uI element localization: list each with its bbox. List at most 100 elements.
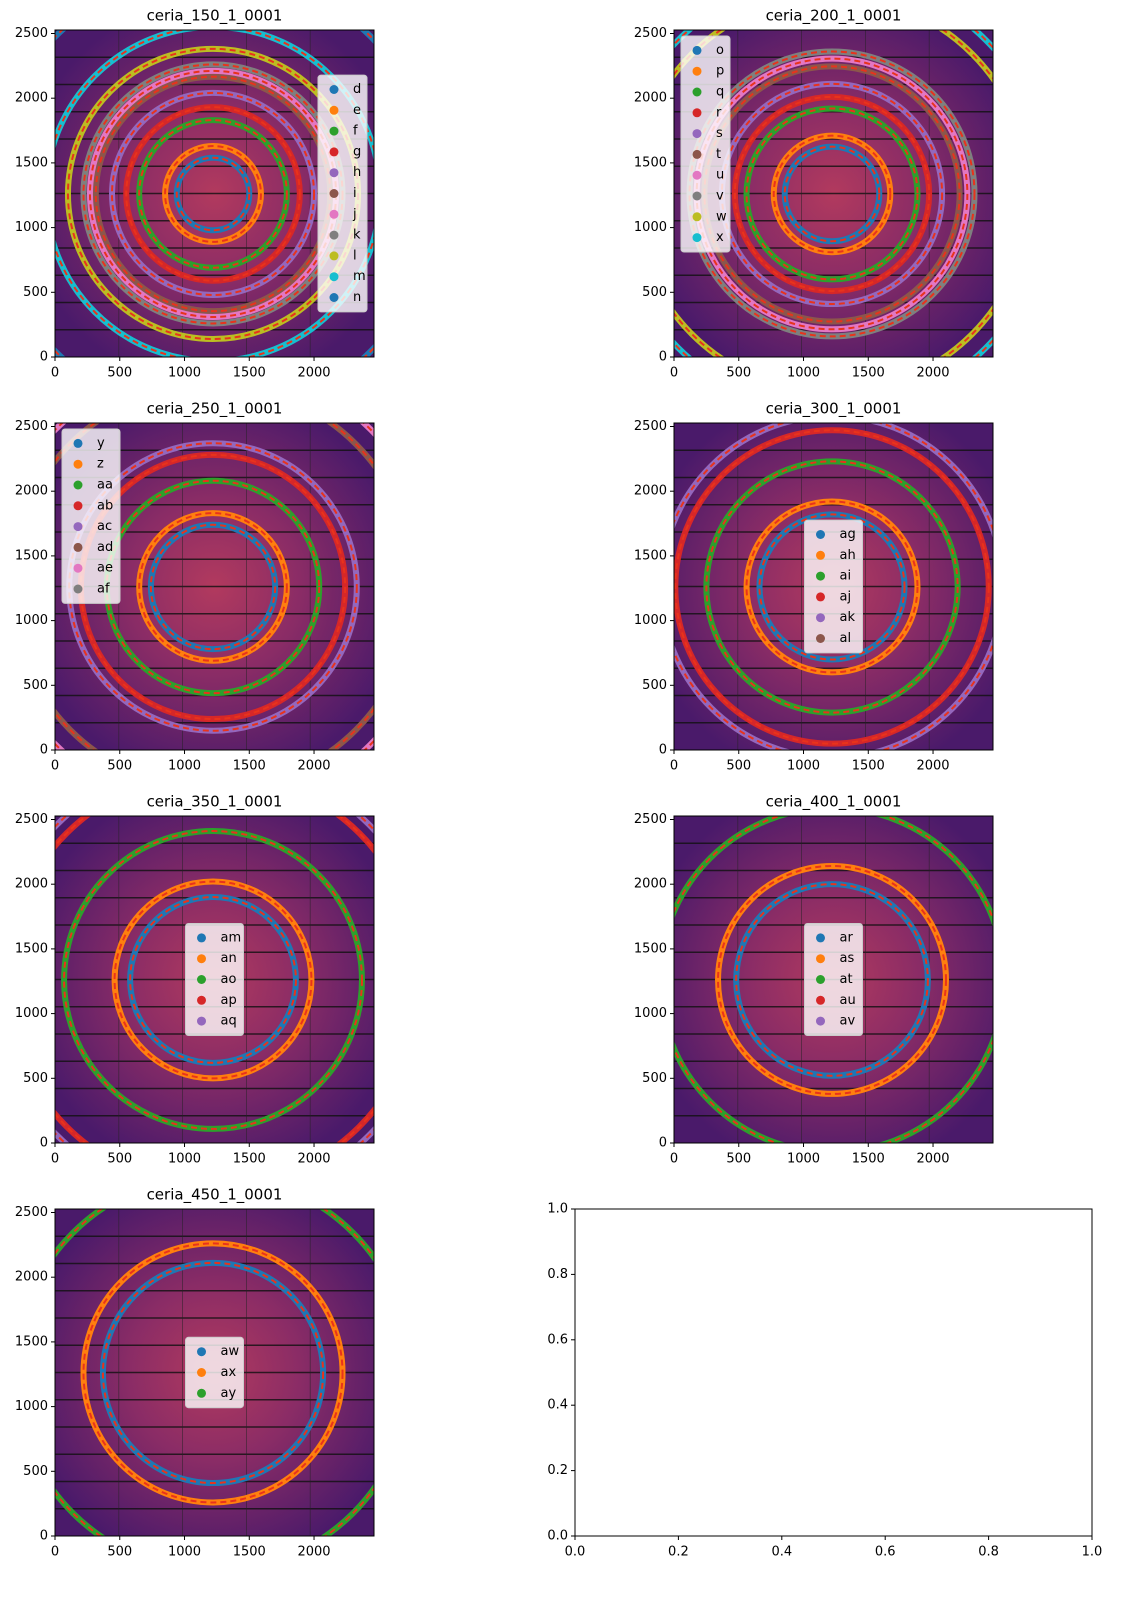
legend-marker [73,522,83,532]
x-tick-label: 2000 [916,759,949,774]
subplot: 0 500 1000 1500 2000 0 500 1000 1500 2000 2500 ceri… [634,793,994,1167]
ring-fit [149,523,277,651]
axes-frame [673,815,994,1144]
legend-marker [329,230,339,240]
legend-label: h [353,165,361,180]
legend-label: d [353,82,361,97]
legend-marker [329,209,339,219]
x-tick-label: 1500 [852,366,885,381]
subplot: 0 500 1000 1500 2000 0 500 1000 1500 2000 2500 ceri… [15,793,375,1167]
legend-label: am [221,930,242,945]
y-tick-label: 0.6 [547,1332,568,1347]
legend-marker [197,1368,206,1377]
ring-fit [63,830,363,1130]
legend-label: au [840,993,856,1008]
y-tick-label: 1000 [15,220,48,235]
axes-frame [673,422,994,751]
legend-label: ae [97,561,113,576]
legend-marker [816,613,825,623]
axes-frame [574,1208,1093,1537]
y-tick-label: 2000 [15,91,48,106]
y-tick-label: 1000 [15,613,48,628]
legend-label: aj [840,589,852,604]
x-tick-label: 500 [107,1545,132,1560]
subplot-title: ceria_450_1_0001 [147,1186,283,1205]
legend-marker [329,126,339,136]
legend-label: ad [97,540,113,555]
legend-label: i [353,186,357,201]
legend-label: ag [840,527,856,542]
legend-marker [816,1016,825,1026]
legend-marker [197,995,206,1005]
legend-marker [329,147,339,157]
legend-label: an [221,951,237,966]
legend-marker [816,954,825,964]
y-tick-label: 2500 [15,26,48,41]
y-tick-label: 0.4 [547,1398,568,1413]
ring-fit [101,1261,325,1485]
axes-frame [673,29,994,358]
y-tick-label: 1500 [634,155,667,170]
legend-marker [329,168,339,178]
legend-marker [816,634,825,643]
legend-label: j [352,207,357,222]
legend: yz aa ab ac ad ae af [61,428,121,604]
legend-marker [329,105,339,115]
subplot-title: ceria_400_1_0001 [766,793,902,812]
legend-marker [816,995,825,1005]
x-tick-label: 2000 [297,759,330,774]
x-tick-label: 2000 [297,1545,330,1560]
legend-label: y [97,436,105,451]
y-tick-label: 0 [659,743,667,758]
y-tick-label: 500 [642,1071,667,1086]
ring-fit [783,145,881,243]
y-tick-label: 0 [40,1529,48,1544]
x-tick-label: 1500 [233,366,266,381]
ring-fit [705,460,959,714]
legend-marker [73,584,83,594]
x-tick-label: 500 [726,366,751,381]
ring-fit [772,134,892,254]
x-tick-label: 2000 [916,1152,949,1167]
ring-fit [129,896,297,1064]
legend-label: ar [840,930,854,945]
axes-frame [54,422,375,751]
legend-marker [329,272,339,282]
legend-label: ap [221,993,237,1008]
legend-marker [197,954,206,964]
y-tick-label: 2000 [634,877,667,892]
legend: am an ao ap aq [185,923,244,1036]
y-tick-label: 0 [40,1136,48,1151]
legend-label: o [716,43,724,58]
legend-marker [692,66,702,76]
x-tick-label: 1000 [787,366,820,381]
y-tick-label: 2000 [634,484,667,499]
legend-marker [692,87,702,97]
x-tick-label: 2000 [297,366,330,381]
subplot: 0 500 1000 1500 2000 0 500 1000 1500 2000 2500 ceri… [634,7,994,381]
legend-label: ah [840,548,856,563]
x-tick-label: 500 [107,759,132,774]
legend-label: p [716,64,724,79]
legend-label: ab [97,498,113,513]
legend-label: at [840,972,853,987]
legend-label: t [716,147,721,162]
legend-marker [816,530,825,539]
y-tick-label: 1000 [15,1399,48,1414]
y-tick-label: 500 [23,285,48,300]
legend-label: ay [221,1386,237,1401]
y-tick-label: 2000 [15,1270,48,1285]
legend-marker [692,108,702,118]
x-tick-label: 0 [51,366,59,381]
subplot: 0 500 1000 1500 2000 0 500 1000 1500 2000 2500 ceri… [15,400,375,774]
legend: ar as at au av [804,923,863,1036]
y-tick-label: 0.8 [547,1267,568,1282]
legend-box [804,923,863,1036]
subplot-title: ceria_300_1_0001 [766,400,902,419]
x-tick-label: 500 [107,1152,132,1167]
x-tick-label: 0.4 [771,1545,792,1560]
x-tick-label: 2000 [297,1152,330,1167]
legend-marker [197,933,206,943]
y-tick-label: 1500 [15,155,48,170]
